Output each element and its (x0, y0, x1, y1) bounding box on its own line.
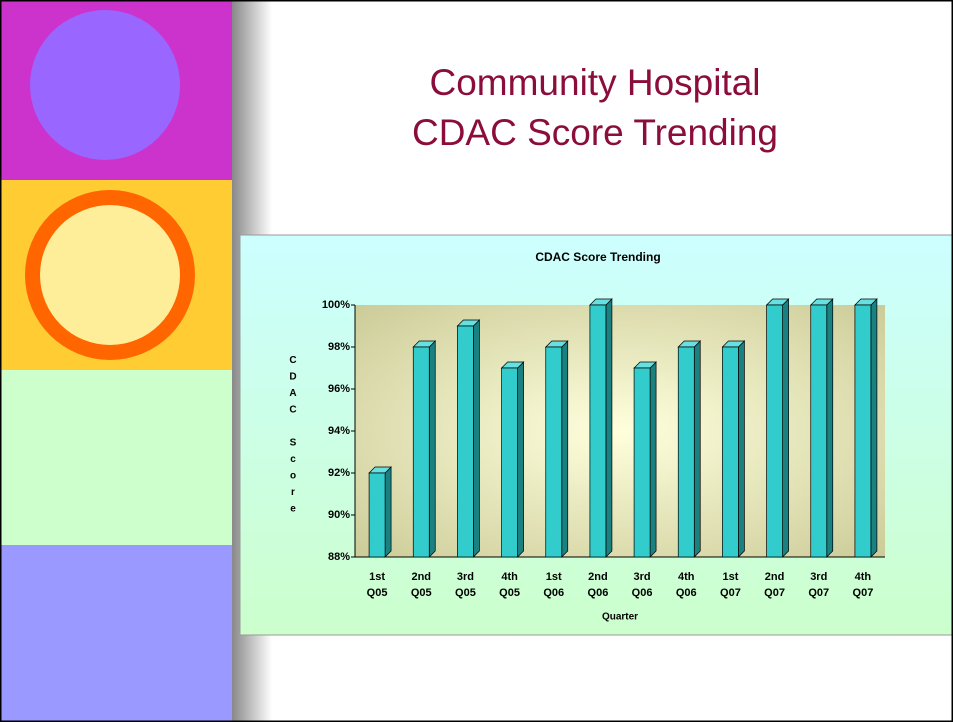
bar (369, 467, 391, 557)
y-tick-label: 90% (328, 509, 350, 521)
bar-front (413, 347, 429, 557)
decor-papers-1 (0, 370, 232, 545)
bar-side (385, 467, 391, 557)
y-tick-label: 94% (328, 425, 350, 437)
bar-front (722, 347, 738, 557)
x-axis-label: Quarter (602, 612, 638, 623)
bar (678, 341, 700, 557)
bar-front (634, 368, 650, 557)
y-tick-label: 96% (328, 383, 350, 395)
y-tick-label: 92% (328, 467, 350, 479)
bar (413, 341, 435, 557)
bar-side (694, 341, 700, 557)
bar (502, 362, 524, 557)
slide-title: Community Hospital (429, 62, 760, 103)
chart-title: CDAC Score Trending (535, 250, 660, 264)
bar-front (457, 326, 473, 557)
bar-side (518, 362, 524, 557)
bar-side (650, 362, 656, 557)
bar (811, 299, 833, 557)
bar (634, 362, 656, 557)
y-tick-label: 100% (322, 299, 350, 311)
y-tick-label: 98% (328, 341, 350, 353)
bar (590, 299, 612, 557)
y-tick-label: 88% (328, 551, 350, 563)
bar (546, 341, 568, 557)
bar (767, 299, 789, 557)
bar-front (502, 368, 518, 557)
bar-side (429, 341, 435, 557)
bar-front (678, 347, 694, 557)
bar (457, 320, 479, 557)
decor-papers-2 (0, 545, 232, 722)
bar-front (767, 305, 783, 557)
bar-front (811, 305, 827, 557)
bar-side (473, 320, 479, 557)
decor-clock-face (30, 10, 180, 160)
bar-front (546, 347, 562, 557)
bar-side (606, 299, 612, 557)
bar-side (783, 299, 789, 557)
bar-side (827, 299, 833, 557)
bar (855, 299, 877, 557)
bar-side (562, 341, 568, 557)
bar-front (590, 305, 606, 557)
bar-side (738, 341, 744, 557)
bar (722, 341, 744, 557)
slide-title: CDAC Score Trending (412, 112, 778, 153)
bar-side (871, 299, 877, 557)
bar-front (855, 305, 871, 557)
bar-front (369, 473, 385, 557)
slide: Community Hospital CDAC Score Trending C… (0, 0, 953, 722)
decor-clock-face (40, 205, 180, 345)
